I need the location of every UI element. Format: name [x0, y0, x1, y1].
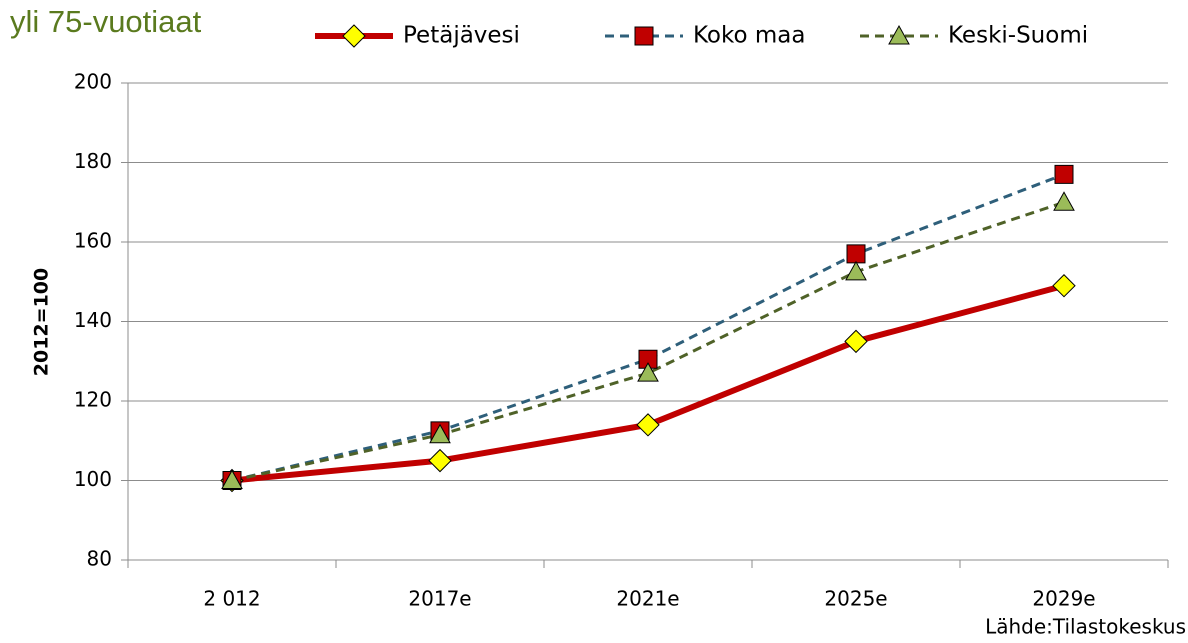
x-tick-label: 2017e [408, 587, 471, 611]
marker [636, 413, 660, 437]
chart-title: yli 75-vuotiaat [10, 4, 202, 39]
marker [846, 244, 866, 264]
marker [637, 362, 659, 382]
y-tick-label: 140 [74, 308, 112, 332]
x-tick-label: 2 012 [203, 587, 260, 611]
y-tick-label: 180 [74, 149, 112, 173]
x-tick-label: 2025e [824, 587, 887, 611]
marker [845, 260, 867, 281]
marker [428, 448, 452, 473]
y-tick-label: 100 [74, 467, 112, 491]
legend-label: Keski-Suomi [948, 23, 1088, 49]
series-line [231, 173, 1065, 482]
marker [1053, 191, 1075, 211]
y-tick-label: 80 [87, 547, 112, 571]
marker [1054, 164, 1074, 184]
x-tick-label: 2021e [616, 587, 679, 611]
source: Lähde:Tilastokeskus [985, 615, 1186, 639]
y-axis-label: 2012=100 [31, 268, 53, 376]
marker [844, 329, 868, 354]
series-line [231, 200, 1065, 482]
x-tick-label: 2029e [1032, 587, 1095, 611]
y-tick-label: 120 [74, 388, 112, 412]
legend-label: Koko maa [693, 23, 805, 49]
marker [342, 24, 366, 48]
y-tick-label: 200 [74, 70, 112, 94]
marker [888, 24, 910, 45]
marker [634, 26, 654, 46]
marker [638, 349, 658, 369]
y-tick-label: 160 [74, 229, 112, 253]
marker [1052, 274, 1076, 298]
legend-label: Petäjävesi [403, 23, 520, 49]
marker [221, 469, 243, 489]
marker [429, 423, 451, 444]
